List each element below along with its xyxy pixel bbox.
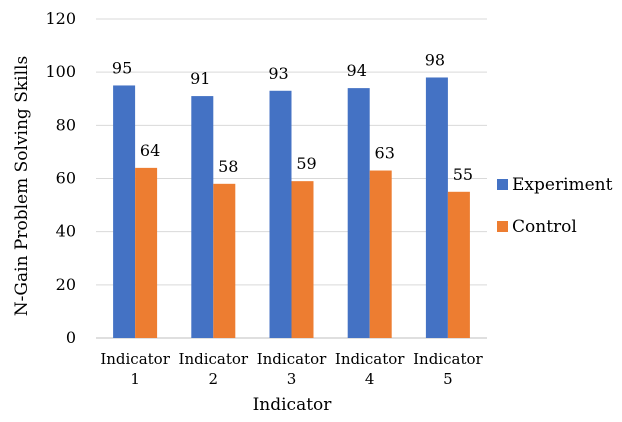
data-label: 63 <box>375 144 395 163</box>
bar-experiment <box>269 90 292 339</box>
legend: Experiment Control <box>497 175 613 237</box>
data-label: 55 <box>453 165 473 184</box>
bar-control <box>291 181 314 338</box>
x-category-label: Indicator 3 <box>257 350 327 388</box>
legend-swatch-experiment <box>497 179 508 190</box>
y-axis-ticks: 0 20 40 60 80 100 120 <box>45 9 76 347</box>
bar-experiment <box>113 85 136 338</box>
y-tick-label: 80 <box>56 115 76 134</box>
y-tick-label: 100 <box>45 62 76 81</box>
bars <box>113 77 470 339</box>
data-label: 98 <box>425 50 445 69</box>
legend-label-experiment: Experiment <box>512 175 613 195</box>
x-category-label: Indicator 4 <box>335 350 405 388</box>
bar-control <box>213 183 236 338</box>
data-label: 93 <box>268 64 288 83</box>
data-label: 64 <box>140 141 160 160</box>
data-label: 59 <box>296 154 316 173</box>
bar-experiment <box>191 96 214 338</box>
bar-control <box>447 191 470 338</box>
y-tick-label: 60 <box>56 169 76 188</box>
data-label: 95 <box>112 58 132 77</box>
y-tick-label: 20 <box>56 275 76 294</box>
data-label: 94 <box>347 61 367 80</box>
legend-swatch-control <box>497 221 508 232</box>
data-label: 91 <box>190 69 210 88</box>
x-axis-title: Indicator <box>253 395 333 415</box>
bar-control <box>135 167 158 338</box>
y-tick-label: 0 <box>66 328 76 347</box>
bar-experiment <box>347 88 370 338</box>
data-labels: 95 91 93 94 98 64 58 59 63 55 <box>112 50 473 183</box>
data-label: 58 <box>218 157 238 176</box>
y-tick-label: 40 <box>56 222 76 241</box>
bar-experiment <box>425 77 448 338</box>
x-category-label: Indicator 2 <box>179 350 249 388</box>
x-category-label: Indicator 5 <box>413 350 483 388</box>
y-axis-title: N-Gain Problem Solving Skills <box>12 56 32 316</box>
x-category-label: Indicator 1 <box>100 350 170 388</box>
y-tick-label: 120 <box>45 9 76 28</box>
bar-control <box>369 170 392 338</box>
legend-label-control: Control <box>512 217 577 237</box>
